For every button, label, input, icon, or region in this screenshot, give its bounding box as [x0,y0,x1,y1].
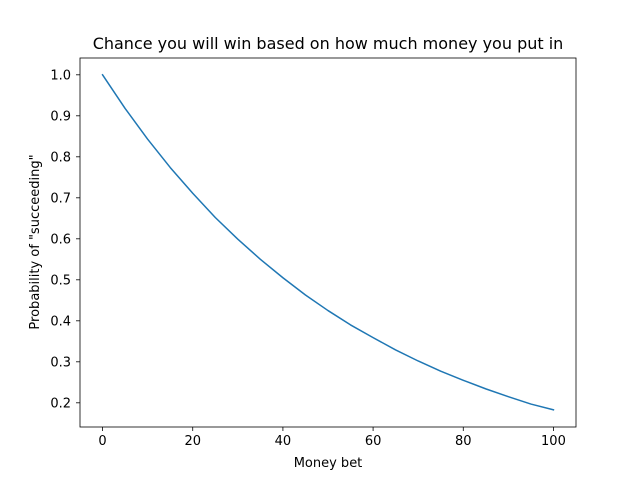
axes-frame [79,57,577,428]
x-axis-label: Money bet [294,456,363,471]
x-tick-label: 20 [184,434,201,449]
chart-title: Chance you will win based on how much mo… [93,34,564,53]
y-tick-label: 0.5 [50,273,71,288]
y-axis-label: Probability of "succeeding" [28,154,43,329]
y-tick-label: 0.8 [50,150,71,165]
x-tick-label: 80 [455,434,472,449]
series-line-0 [101,73,555,411]
y-tick-label: 0.9 [50,109,71,124]
plot-area [79,57,577,428]
x-axis: 0 20 40 60 80 100 [98,427,566,449]
x-tick-label: 0 [98,434,106,449]
x-tick-label: 40 [275,434,292,449]
y-tick-label: 0.4 [50,314,71,329]
y-tick-label: 0.7 [50,191,71,206]
y-tick-label: 0.6 [50,232,71,247]
x-tick-label: 100 [541,434,566,449]
x-tick-label: 60 [365,434,382,449]
y-tick-label: 0.2 [50,396,71,411]
y-tick-label: 0.3 [50,355,71,370]
y-tick-label: 1.0 [50,68,71,83]
y-axis: 0.2 0.3 0.4 0.5 0.6 0.7 0.8 0.9 1.0 [50,68,80,411]
